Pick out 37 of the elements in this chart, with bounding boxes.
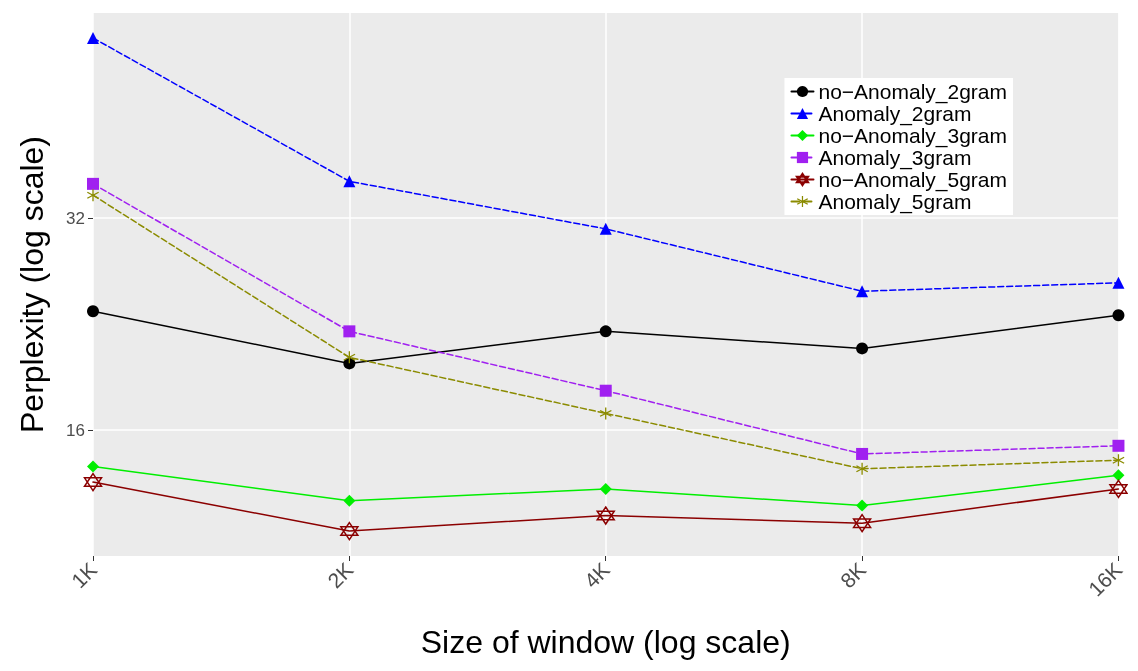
point: [87, 177, 99, 190]
point: [1112, 276, 1125, 289]
point: [87, 460, 99, 473]
point: [599, 384, 612, 397]
y-tick-label: 32: [66, 208, 85, 228]
point: [856, 285, 869, 298]
point: [856, 462, 869, 475]
point: [87, 31, 99, 44]
point: [596, 506, 615, 525]
point: [343, 175, 356, 188]
point: [599, 222, 612, 235]
y-axis-title: Perplexity (log scale): [14, 136, 50, 433]
point: [343, 325, 356, 338]
y-tick-label: 16: [66, 420, 85, 440]
x-tick-label: 4K: [579, 557, 614, 593]
x-tick-label: 2K: [323, 557, 358, 593]
legend-label: no−Anomaly_2gram: [818, 80, 1007, 104]
point: [1112, 439, 1125, 452]
point: [1109, 479, 1128, 499]
point: [856, 447, 869, 460]
point: [87, 305, 99, 318]
point: [343, 494, 356, 507]
point: [599, 325, 612, 338]
point: [856, 499, 869, 512]
x-axis-title: Size of window (log scale): [420, 624, 791, 660]
point: [856, 342, 869, 355]
x-tick-label: 16K: [1083, 557, 1127, 601]
x-tick-label: 1K: [66, 557, 102, 593]
point: [1112, 309, 1125, 322]
point: [87, 189, 99, 202]
point: [1112, 469, 1125, 482]
point: [599, 482, 612, 495]
point: [83, 472, 103, 492]
point: [852, 513, 872, 533]
point: [340, 521, 359, 541]
x-tick-label: 8K: [835, 557, 871, 593]
point: [599, 407, 612, 420]
